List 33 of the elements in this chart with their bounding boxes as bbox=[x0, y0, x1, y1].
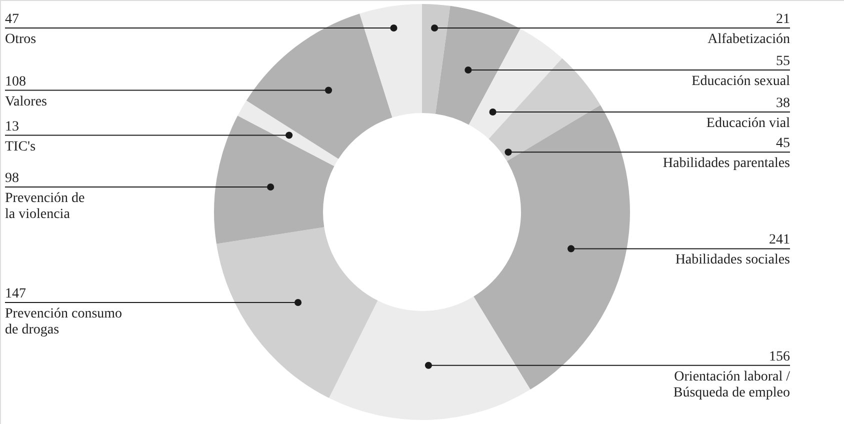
donut-slice bbox=[488, 58, 600, 162]
slice-label: Educación sexual bbox=[692, 74, 790, 89]
donut-slice bbox=[328, 296, 530, 420]
slice-label: Otros bbox=[5, 32, 36, 47]
donut-slice bbox=[360, 4, 422, 118]
slice-label: Educación vial bbox=[706, 116, 790, 131]
donut-slice bbox=[238, 100, 338, 166]
data-label: 21 bbox=[776, 12, 790, 27]
donut-slice bbox=[246, 14, 392, 159]
data-label: 38 bbox=[776, 96, 790, 111]
slice-label: Valores bbox=[5, 94, 47, 110]
donut-slice bbox=[468, 28, 562, 139]
slice-label: Alfabetización bbox=[708, 32, 790, 47]
data-label: 47 bbox=[5, 12, 19, 27]
data-label: 13 bbox=[5, 119, 19, 134]
donut-slice bbox=[422, 4, 450, 114]
donut-slice bbox=[474, 105, 630, 390]
donut-slice bbox=[435, 6, 520, 125]
slice-label: Prevención consumo de drogas bbox=[5, 306, 122, 338]
data-label: 147 bbox=[5, 286, 26, 302]
data-label: 98 bbox=[5, 170, 19, 186]
slice-label: Habilidades parentales bbox=[662, 156, 790, 172]
donut-slice bbox=[216, 227, 378, 398]
donut-slice bbox=[214, 116, 334, 244]
slice-label: Habilidades sociales bbox=[675, 252, 790, 268]
data-label: 108 bbox=[5, 74, 26, 90]
data-label: 55 bbox=[776, 54, 790, 69]
slice-label: Orientación laboral / Búsqueda de empleo bbox=[673, 369, 790, 400]
slice-label: TIC's bbox=[5, 139, 36, 154]
data-label: 156 bbox=[769, 349, 790, 364]
slice-label: Prevención de la violencia bbox=[5, 190, 85, 222]
data-label: 45 bbox=[776, 136, 790, 152]
data-label: 241 bbox=[769, 232, 790, 248]
